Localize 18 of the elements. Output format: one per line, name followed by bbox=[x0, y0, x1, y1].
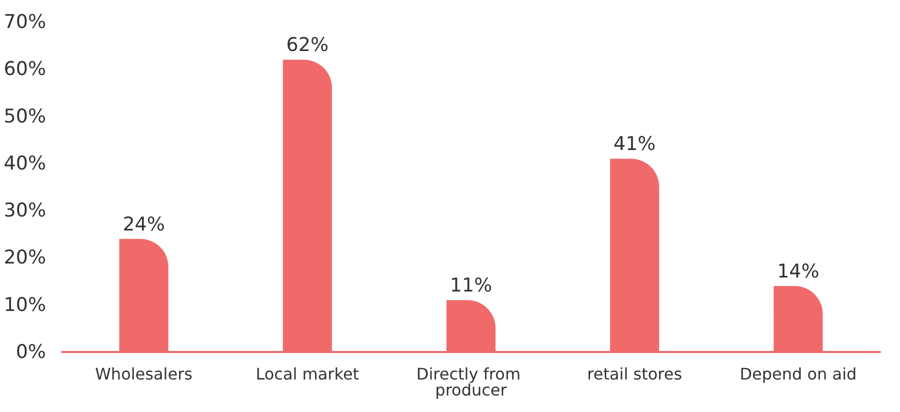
x-tick-label: retail stores bbox=[587, 364, 682, 384]
y-tick-label: 60% bbox=[4, 58, 46, 80]
data-label: 41% bbox=[613, 133, 656, 156]
y-tick-label: 10% bbox=[4, 294, 46, 316]
x-tick-label: Wholesalers bbox=[95, 364, 192, 384]
x-tick-label: Depend on aid bbox=[740, 364, 857, 384]
y-tick-label: 30% bbox=[4, 200, 46, 222]
y-tick-label: 70% bbox=[4, 11, 46, 33]
data-label: 11% bbox=[450, 274, 492, 297]
y-tick-label: 40% bbox=[4, 152, 46, 174]
data-label: 14% bbox=[777, 260, 820, 282]
y-tick-label: 50% bbox=[4, 105, 46, 128]
y-tick-label: 20% bbox=[4, 246, 46, 269]
y-tick-label: 0% bbox=[16, 341, 46, 363]
x-tick-label: Local market bbox=[256, 364, 360, 384]
data-label: 24% bbox=[122, 213, 165, 236]
data-label: 62% bbox=[286, 34, 329, 56]
x-tick-label: Directly from producer bbox=[416, 364, 526, 400]
